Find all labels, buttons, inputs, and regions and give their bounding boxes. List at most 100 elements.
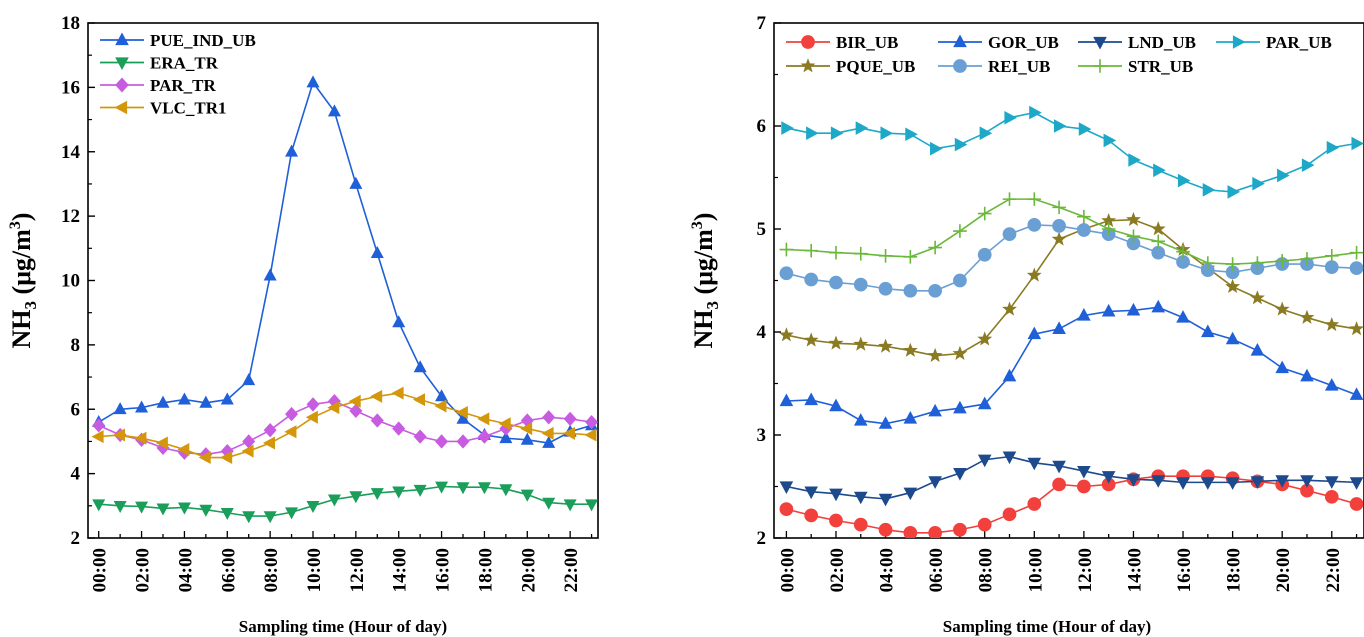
point-vlc-tr1 bbox=[370, 389, 383, 403]
point-gor-ub bbox=[928, 403, 942, 417]
x-tick-label: 14:00 bbox=[390, 548, 411, 592]
point-bir-ub bbox=[903, 525, 918, 538]
point-bir-ub bbox=[779, 502, 794, 517]
point-pque-ub bbox=[1349, 321, 1364, 336]
legend-label: GOR_UB bbox=[988, 33, 1059, 52]
legend-item: PQUE_UB bbox=[786, 57, 915, 76]
legend-item: LND_UB bbox=[1078, 33, 1196, 52]
point-gor-ub bbox=[878, 416, 893, 429]
point-pue-ind-ub bbox=[392, 315, 406, 328]
point-pue-ind-ub bbox=[499, 431, 513, 444]
point-par-ub bbox=[1053, 119, 1067, 133]
point-par-ub bbox=[1351, 136, 1364, 151]
legend-label: BIR_UB bbox=[836, 33, 898, 52]
point-str-ub bbox=[1324, 248, 1339, 263]
point-str-ub bbox=[1002, 192, 1017, 206]
legend-label: PAR_UB bbox=[1266, 33, 1332, 52]
point-era-tr bbox=[113, 500, 127, 513]
point-str-ub bbox=[1101, 222, 1116, 236]
point-str-ub bbox=[878, 248, 893, 263]
point-str-ub bbox=[928, 240, 942, 255]
point-par-tr bbox=[327, 394, 341, 409]
point-gor-ub bbox=[829, 398, 843, 412]
point-gor-ub bbox=[853, 413, 868, 426]
x-tick-label: 10:00 bbox=[1025, 548, 1046, 592]
point-str-ub bbox=[1349, 245, 1364, 260]
point-str-ub bbox=[853, 246, 868, 261]
point-par-ub bbox=[830, 126, 844, 141]
point-par-tr bbox=[263, 423, 277, 438]
legend-marker bbox=[115, 77, 129, 93]
point-lnd-ub bbox=[878, 493, 893, 507]
legend-label: REI_UB bbox=[988, 57, 1050, 76]
point-pque-ub bbox=[927, 347, 943, 363]
x-tick-label: 00:00 bbox=[777, 548, 798, 592]
point-vlc-tr1 bbox=[112, 428, 126, 442]
point-vlc-tr1 bbox=[134, 431, 147, 445]
point-bir-ub bbox=[1002, 507, 1017, 522]
point-era-tr bbox=[477, 482, 491, 495]
series-line-vlc-tr1 bbox=[98, 392, 592, 459]
point-rei-ub bbox=[804, 272, 819, 287]
point-vlc-tr1 bbox=[198, 451, 211, 465]
point-par-ub bbox=[1103, 133, 1117, 148]
point-era-tr bbox=[135, 501, 149, 514]
point-str-ub bbox=[1151, 234, 1166, 249]
legend-item: PAR_TR bbox=[100, 76, 217, 95]
point-gor-ub bbox=[977, 396, 992, 410]
y-axis-label: NH3 (μg/m3) bbox=[7, 213, 40, 349]
point-lnd-ub bbox=[779, 481, 794, 494]
point-par-ub bbox=[1004, 110, 1017, 125]
point-vlc-tr1 bbox=[391, 386, 404, 400]
legend-item: VLC_TR1 bbox=[100, 99, 227, 118]
point-vlc-tr1 bbox=[327, 401, 340, 415]
legend-marker bbox=[1093, 36, 1107, 50]
legend-item: GOR_UB bbox=[938, 33, 1059, 52]
point-gor-ub bbox=[903, 411, 918, 424]
y-axis-label: NH3 (μg/m3) bbox=[689, 213, 722, 349]
series-line-par-ub bbox=[786, 111, 1357, 193]
point-era-tr bbox=[542, 497, 556, 510]
point-lnd-ub bbox=[853, 491, 868, 505]
point-pue-ind-ub bbox=[199, 395, 213, 408]
point-par-ub bbox=[930, 141, 943, 156]
x-tick-label: 14:00 bbox=[1124, 548, 1145, 592]
point-gor-ub bbox=[1027, 326, 1042, 340]
point-bir-ub bbox=[953, 522, 967, 537]
point-par-tr bbox=[242, 434, 256, 449]
point-gor-ub bbox=[1225, 331, 1240, 345]
point-pue-ind-ub bbox=[327, 104, 341, 117]
point-rei-ub bbox=[1077, 223, 1091, 237]
x-tick-label: 06:00 bbox=[218, 548, 239, 592]
y-tick-label: 6 bbox=[71, 399, 81, 420]
point-str-ub bbox=[804, 243, 818, 258]
point-lnd-ub bbox=[928, 476, 942, 489]
point-era-tr bbox=[520, 489, 534, 502]
point-par-tr bbox=[456, 434, 470, 449]
point-par-tr bbox=[349, 403, 363, 419]
legend-label: ERA_TR bbox=[150, 54, 219, 73]
x-tick-label: 16:00 bbox=[433, 548, 454, 592]
point-vlc-tr1 bbox=[91, 430, 104, 444]
point-pque-ub bbox=[1150, 221, 1166, 236]
point-era-tr bbox=[370, 488, 384, 501]
point-vlc-tr1 bbox=[220, 451, 233, 465]
point-pque-ub bbox=[1249, 290, 1265, 305]
point-gor-ub bbox=[1101, 303, 1116, 317]
point-par-ub bbox=[1153, 163, 1166, 178]
point-pque-ub bbox=[828, 335, 844, 350]
point-par-tr bbox=[392, 421, 406, 436]
series-line-lnd-ub bbox=[786, 455, 1357, 500]
y-tick-label: 3 bbox=[757, 425, 767, 446]
point-rei-ub bbox=[1324, 260, 1339, 274]
series-line-era-tr bbox=[98, 485, 592, 517]
legend-label: PQUE_UB bbox=[836, 57, 915, 76]
point-era-tr bbox=[435, 481, 449, 494]
point-pue-ind-ub bbox=[370, 245, 384, 259]
y-tick-label: 14 bbox=[61, 142, 81, 163]
legend-marker bbox=[953, 34, 967, 48]
point-pque-ub bbox=[1126, 211, 1141, 227]
point-lnd-ub bbox=[1225, 477, 1240, 490]
point-bir-ub bbox=[1349, 497, 1364, 511]
point-gor-ub bbox=[1126, 302, 1141, 316]
